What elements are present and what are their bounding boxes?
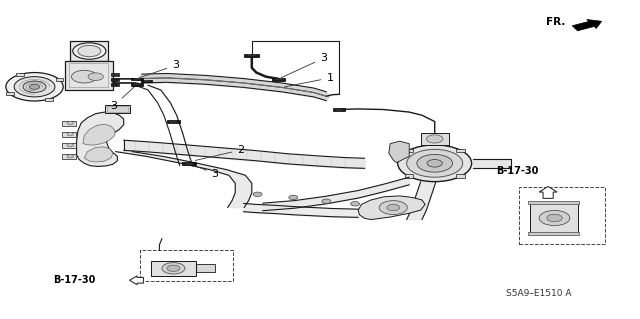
- Circle shape: [167, 265, 180, 271]
- Circle shape: [67, 133, 74, 136]
- Bar: [56, 78, 63, 81]
- Bar: [456, 174, 465, 178]
- Bar: [69, 63, 108, 87]
- Bar: [244, 54, 259, 57]
- Bar: [519, 187, 605, 244]
- Text: 1: 1: [285, 73, 333, 87]
- Circle shape: [111, 83, 118, 86]
- Text: 3: 3: [192, 165, 219, 179]
- Bar: [131, 78, 143, 80]
- Circle shape: [67, 155, 74, 158]
- Circle shape: [426, 135, 443, 143]
- Polygon shape: [77, 112, 124, 167]
- Text: 3: 3: [110, 86, 135, 111]
- Circle shape: [73, 43, 106, 59]
- Circle shape: [397, 145, 472, 182]
- Text: 2: 2: [195, 145, 244, 160]
- Circle shape: [88, 73, 103, 80]
- Bar: [65, 61, 113, 90]
- Circle shape: [111, 78, 118, 81]
- Circle shape: [78, 45, 100, 57]
- Circle shape: [162, 263, 185, 274]
- Bar: [531, 203, 578, 233]
- Text: S5A9–E1510 A: S5A9–E1510 A: [506, 289, 572, 298]
- Bar: [456, 149, 465, 152]
- Circle shape: [67, 144, 74, 147]
- Bar: [106, 106, 128, 112]
- Text: FR.: FR.: [546, 17, 565, 27]
- Bar: [141, 80, 152, 82]
- FancyArrow shape: [540, 186, 557, 198]
- Bar: [333, 108, 346, 111]
- Polygon shape: [406, 182, 436, 219]
- FancyArrow shape: [129, 276, 143, 285]
- Bar: [111, 83, 118, 86]
- Bar: [529, 201, 579, 204]
- Bar: [196, 264, 215, 272]
- Circle shape: [406, 149, 463, 177]
- Bar: [62, 121, 76, 126]
- Bar: [45, 98, 52, 101]
- Bar: [529, 232, 579, 235]
- Circle shape: [253, 192, 262, 197]
- Circle shape: [67, 122, 74, 125]
- Bar: [111, 78, 118, 81]
- Circle shape: [23, 81, 46, 93]
- Circle shape: [427, 160, 442, 167]
- Bar: [131, 83, 143, 85]
- Text: B-17-30: B-17-30: [497, 166, 539, 176]
- Bar: [420, 133, 449, 145]
- Bar: [140, 250, 233, 281]
- Bar: [272, 78, 285, 81]
- Circle shape: [322, 199, 331, 204]
- Bar: [167, 120, 180, 123]
- Bar: [182, 162, 196, 165]
- Text: 3: 3: [140, 60, 179, 78]
- Circle shape: [380, 201, 407, 214]
- Bar: [111, 72, 118, 76]
- Polygon shape: [84, 147, 113, 162]
- Circle shape: [351, 202, 360, 206]
- Polygon shape: [389, 141, 409, 163]
- Circle shape: [14, 77, 55, 97]
- Circle shape: [387, 204, 399, 211]
- Circle shape: [29, 84, 40, 89]
- Bar: [404, 149, 413, 152]
- Circle shape: [540, 211, 570, 226]
- Bar: [62, 154, 76, 159]
- Bar: [6, 92, 13, 95]
- Polygon shape: [358, 196, 425, 219]
- Circle shape: [6, 72, 63, 101]
- Text: 3: 3: [281, 53, 327, 78]
- Bar: [70, 41, 108, 62]
- Circle shape: [289, 195, 298, 200]
- FancyArrow shape: [572, 19, 602, 31]
- Polygon shape: [115, 152, 252, 208]
- Bar: [62, 143, 76, 148]
- Text: B-17-30: B-17-30: [53, 275, 96, 285]
- Circle shape: [72, 70, 97, 83]
- Bar: [62, 132, 76, 137]
- Polygon shape: [83, 124, 115, 145]
- Circle shape: [547, 214, 562, 222]
- Bar: [17, 73, 24, 76]
- Bar: [404, 174, 413, 178]
- Bar: [151, 261, 196, 276]
- Bar: [104, 105, 130, 113]
- Circle shape: [417, 154, 452, 172]
